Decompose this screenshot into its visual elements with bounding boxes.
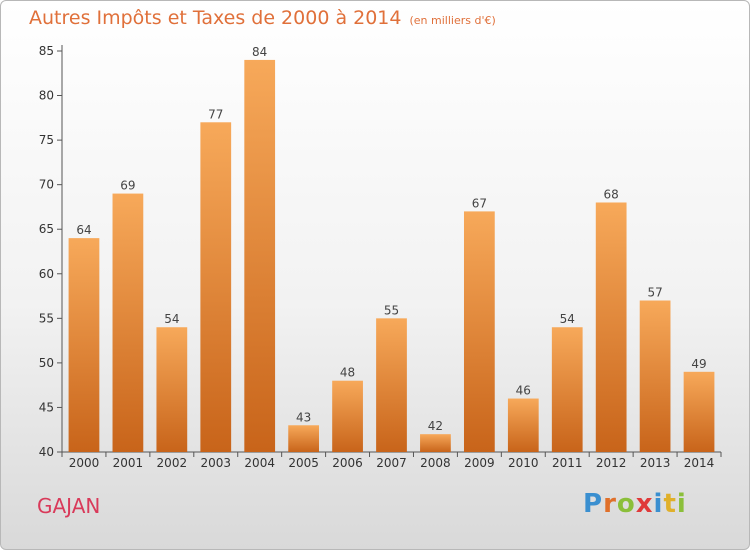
logo-letter: i (653, 489, 664, 519)
x-tick-label: 2007 (376, 456, 407, 470)
data-label-2005: 43 (296, 410, 311, 424)
x-tick-label: 2004 (244, 456, 275, 470)
logo-letter: i (676, 489, 687, 519)
y-tick-label: 80 (39, 89, 54, 103)
bar-2004 (244, 59, 276, 453)
x-tick-label: 2003 (200, 456, 231, 470)
chart-subtitle: (en milliers d'€) (409, 14, 496, 27)
bar-2009 (463, 211, 495, 452)
bar-2000 (68, 238, 100, 452)
data-label-2002: 54 (164, 312, 179, 326)
bar-2011 (551, 327, 583, 452)
bar-2001 (112, 193, 144, 453)
y-tick-label: 75 (39, 133, 54, 147)
bar-2002 (156, 327, 188, 452)
data-label-2012: 68 (604, 187, 619, 201)
data-label-2011: 54 (560, 312, 575, 326)
chart-title: Autres Impôts et Taxes de 2000 à 2014 (en… (29, 7, 496, 29)
logo-letter: P (583, 489, 604, 519)
logo-letter: r (603, 489, 617, 519)
x-tick-label: 2001 (113, 456, 144, 470)
chart-title-text: Autres Impôts et Taxes de 2000 à 2014 (29, 7, 402, 29)
x-axis: 2000 2001 2002 2003 2004 2005 2006 2007 2008 2009… (61, 451, 722, 470)
x-tick-label: 2010 (508, 456, 539, 470)
y-axis: 40 45 50 55 60 65 70 75 80 85 (39, 44, 63, 459)
data-label-2014: 49 (691, 357, 706, 371)
bar-2013 (639, 300, 671, 452)
data-label-2000: 64 (76, 223, 91, 237)
data-label-2013: 57 (647, 286, 662, 300)
data-labels: 64 69 54 77 84 43 48 55 42 67 46 54 68 57 49 (76, 45, 706, 433)
x-tick-label: 2000 (69, 456, 100, 470)
data-label-2003: 77 (208, 107, 223, 121)
x-tick-label: 2013 (640, 456, 671, 470)
data-label-2001: 69 (120, 179, 135, 193)
bar-2007 (376, 318, 407, 452)
bar-2014 (683, 371, 715, 452)
y-tick-label: 65 (39, 222, 54, 236)
logo-letter: x (635, 489, 654, 519)
y-tick-label: 60 (39, 267, 54, 281)
x-tick-label: 2014 (684, 456, 715, 470)
data-label-2004: 84 (252, 45, 267, 59)
logo-letter: o (616, 489, 636, 519)
x-tick-label: 2009 (464, 456, 495, 470)
x-tick-label: 2006 (332, 456, 363, 470)
data-label-2009: 67 (472, 196, 487, 210)
y-tick-label: 50 (39, 356, 54, 370)
x-tick-label: 2012 (596, 456, 627, 470)
x-tick-label: 2002 (157, 456, 188, 470)
x-tick-label: 2011 (552, 456, 583, 470)
bar-2006 (332, 380, 363, 452)
bars (68, 59, 715, 453)
data-label-2010: 46 (516, 384, 531, 398)
data-label-2008: 42 (428, 419, 443, 433)
bar-2003 (200, 122, 232, 453)
bar-2010 (507, 398, 539, 452)
proxiti-logo: Proxiti (583, 489, 687, 519)
y-tick-label: 45 (39, 400, 54, 414)
bar-2005 (288, 425, 320, 452)
logo-letter: t (663, 489, 677, 519)
bar-2008 (420, 434, 451, 452)
commune-name: GAJAN (37, 494, 101, 518)
data-label-2007: 55 (384, 303, 399, 317)
bar-2012 (595, 202, 627, 452)
y-tick-label: 40 (39, 445, 54, 459)
x-tick-label: 2008 (420, 456, 451, 470)
y-tick-label: 70 (39, 178, 54, 192)
data-label-2006: 48 (340, 366, 355, 380)
y-tick-label: 55 (39, 311, 54, 325)
y-tick-label: 85 (39, 44, 54, 58)
x-tick-label: 2005 (288, 456, 319, 470)
